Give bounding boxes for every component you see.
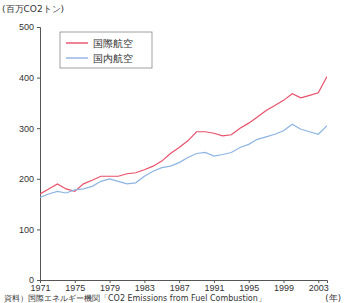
y-tick: 200: [19, 174, 40, 184]
x-tick: 1975: [65, 280, 85, 293]
y-tick-label: 200: [19, 174, 34, 184]
y-tick-label: 300: [19, 124, 34, 134]
y-tick: 100: [19, 225, 40, 235]
legend-label: 国際航空: [93, 38, 133, 49]
y-tick: 300: [19, 124, 40, 134]
y-tick: 400: [19, 73, 40, 83]
x-tick: 1983: [135, 280, 155, 293]
x-tick-label: 1979: [100, 283, 120, 293]
x-axis-title: (年): [325, 293, 341, 303]
source-note: 資料）国際エネルギー機関「CO2 Emissions from Fuel Com…: [4, 294, 266, 303]
x-tick: 1991: [204, 280, 224, 293]
series-line: [40, 77, 327, 194]
series-line: [40, 124, 327, 197]
legend-swatch: [66, 42, 88, 43]
x-tick-label: 1971: [30, 283, 50, 293]
x-tick-label: 1995: [239, 283, 259, 293]
chart-svg: 0100200300400500197119751979198319871991…: [0, 0, 345, 303]
legend-swatch: [66, 57, 88, 58]
y-tick-mark: [37, 128, 40, 129]
y-tick-mark: [37, 78, 40, 79]
x-tick-label: 1987: [170, 283, 190, 293]
legend: 国際航空国内航空: [60, 32, 152, 68]
y-tick-mark: [37, 179, 40, 180]
y-axis-line: [37, 28, 41, 281]
y-tick-mark: [37, 280, 40, 281]
y-tick-label: 400: [19, 73, 34, 83]
x-tick: 2003: [309, 280, 329, 293]
series-group: [40, 77, 327, 198]
legend-box: [60, 32, 152, 68]
y-tick-mark: [37, 27, 40, 28]
x-tick-label: 1975: [65, 283, 85, 293]
y-tick: 500: [19, 22, 40, 32]
y-tick-mark: [37, 229, 40, 230]
x-tick: 1979: [100, 280, 120, 293]
y-axis-title: (百万CO2トン): [2, 4, 64, 14]
chart-container: 0100200300400500197119751979198319871991…: [0, 0, 345, 303]
x-tick-label: 2003: [309, 283, 329, 293]
x-tick: 1999: [274, 280, 294, 293]
y-tick-label: 500: [19, 22, 34, 32]
x-tick-label: 1999: [274, 283, 294, 293]
y-axis: 0100200300400500: [19, 22, 41, 285]
x-tick: 1987: [170, 280, 190, 293]
x-axis: 1971 1975 1979 1983 1987 1991 1995 1999 2003: [30, 280, 328, 293]
plot: 0100200300400500197119751979198319871991…: [19, 22, 329, 293]
x-tick-label: 1991: [204, 283, 224, 293]
legend-label: 国内航空: [93, 53, 133, 64]
y-tick-label: 100: [19, 225, 34, 235]
x-tick-label: 1983: [135, 283, 155, 293]
x-tick: 1971: [30, 280, 50, 293]
x-tick: 1995: [239, 280, 259, 293]
